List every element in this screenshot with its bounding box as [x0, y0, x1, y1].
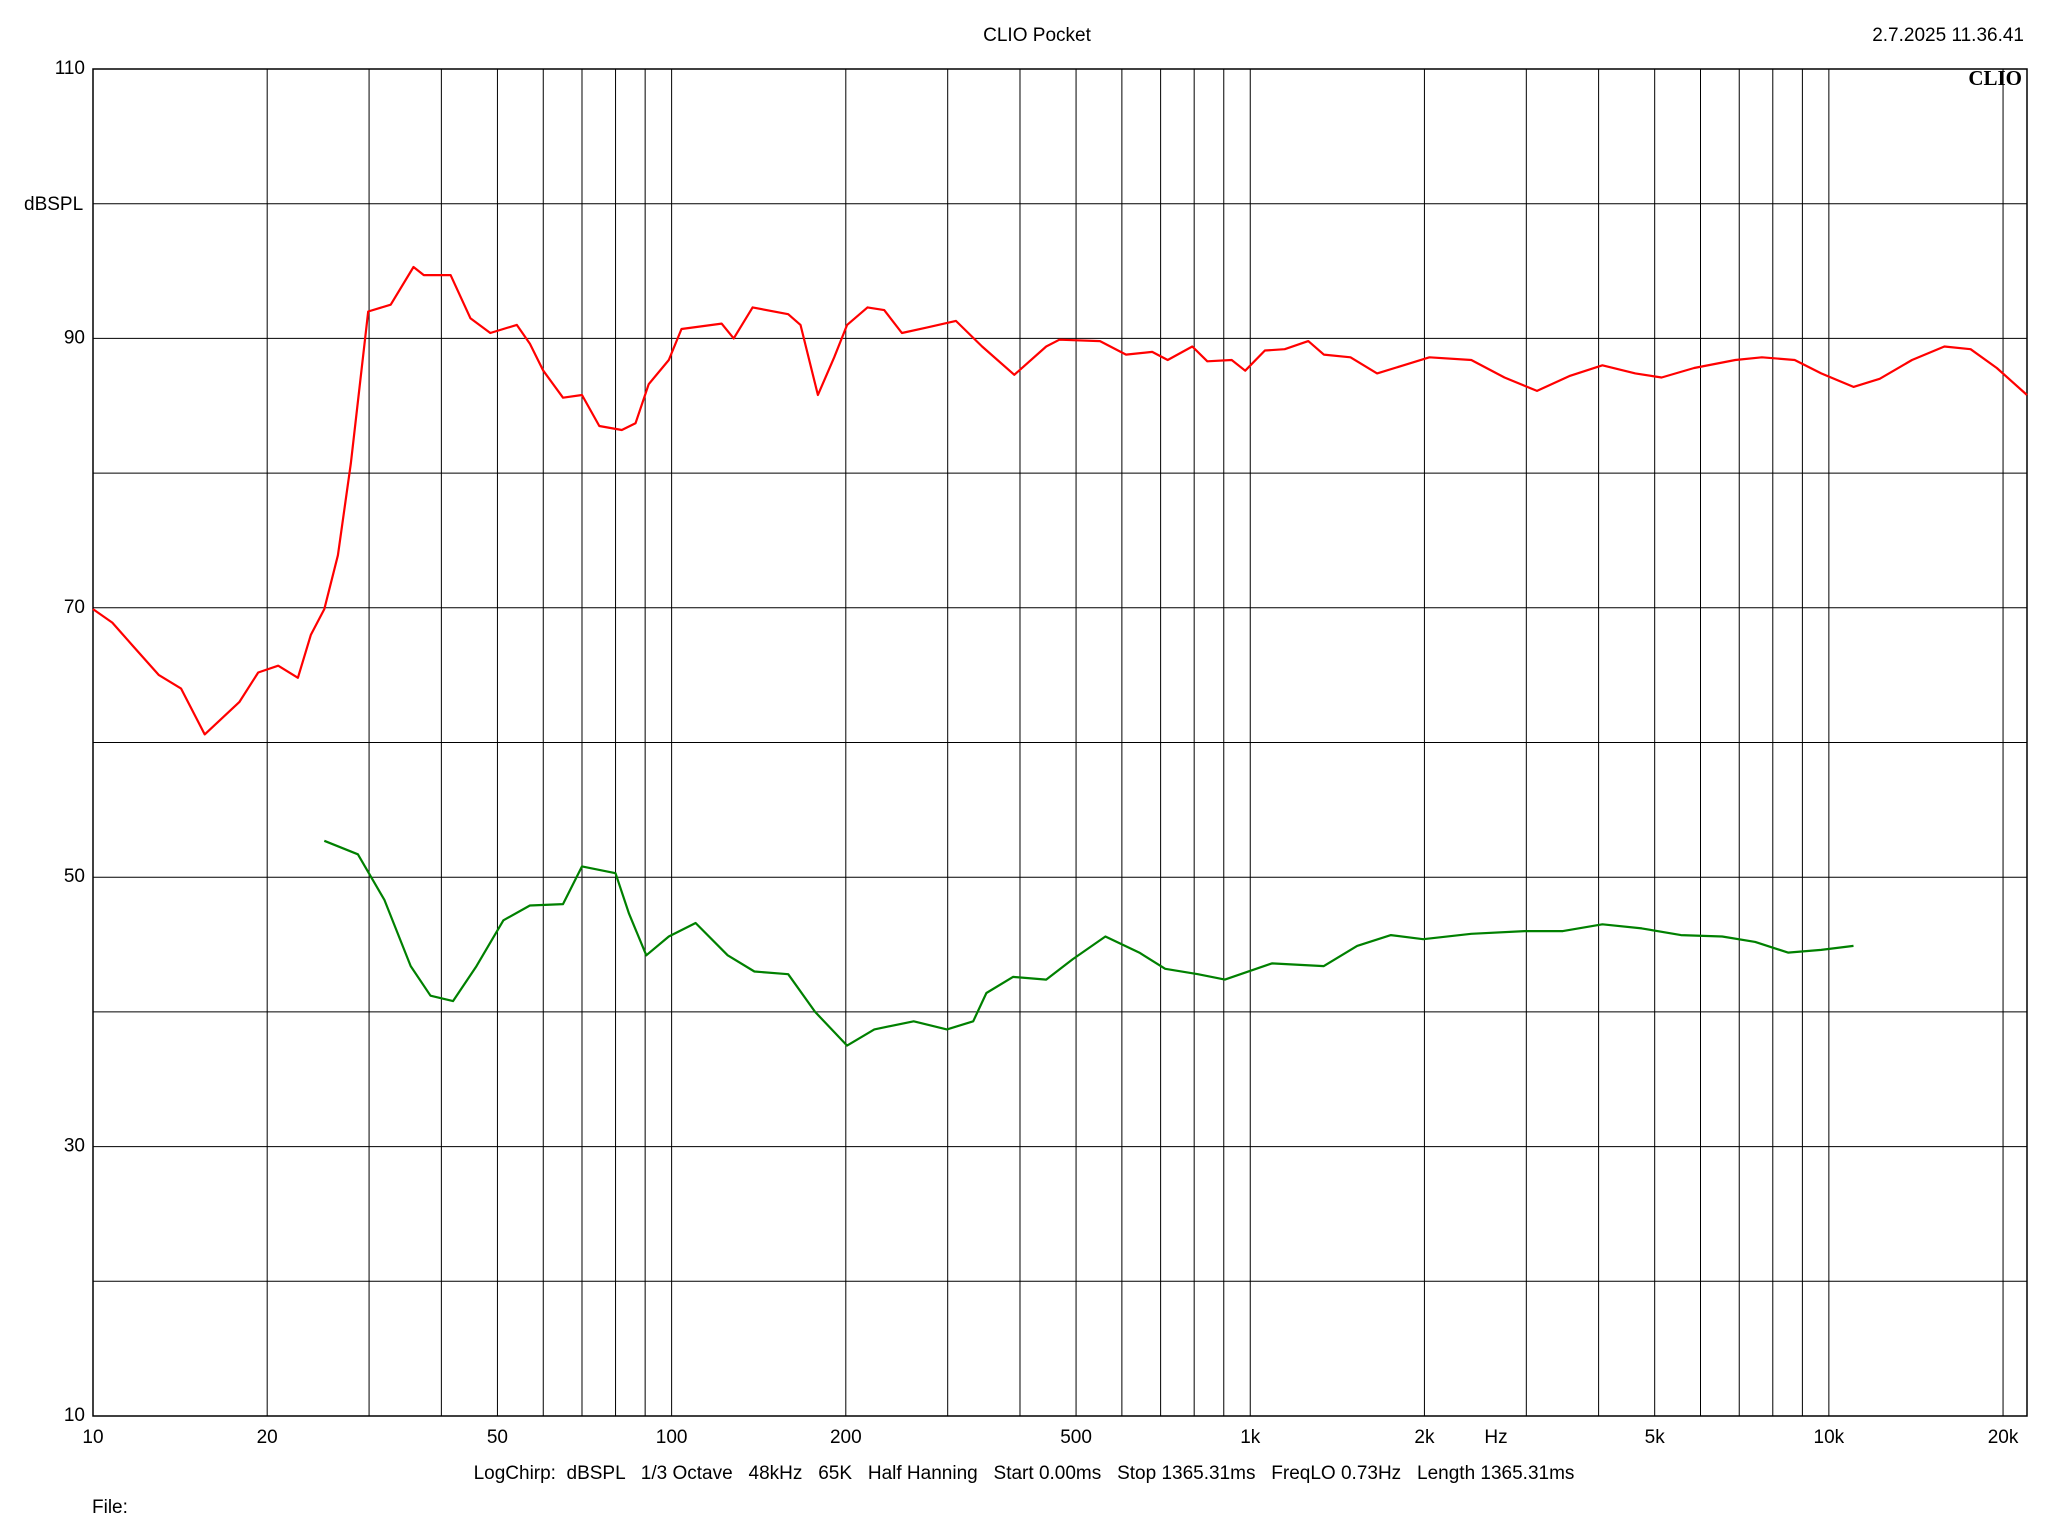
y-axis-label: dBSPL: [24, 194, 83, 215]
timestamp: 2.7.2025 11.36.41: [1872, 25, 2024, 46]
x-tick-label: 10k: [1814, 1427, 1845, 1448]
footer: LogChirp: dBSPL 1/3 Octave 48kHz 65K Hal…: [474, 1463, 1575, 1484]
file-label: File:: [92, 1497, 128, 1518]
x-tick-label: 20: [257, 1427, 278, 1448]
x-tick-label: 200: [830, 1427, 862, 1448]
plot-border: [92, 68, 2028, 1417]
x-tick-label: 100: [656, 1427, 688, 1448]
y-tick-label: 30: [64, 1136, 85, 1157]
y-tick-label: 90: [64, 327, 85, 348]
y-tick-label: 110: [55, 58, 85, 79]
x-tick-label: 5k: [1645, 1427, 1666, 1448]
y-tick-label: 50: [64, 866, 85, 887]
logo: CLIO: [1968, 66, 2022, 90]
x-tick-label: 500: [1060, 1427, 1092, 1448]
x-tick-label: 10: [82, 1427, 103, 1448]
x-axis-label: Hz: [1484, 1427, 1507, 1448]
x-tick-label: 1k: [1240, 1427, 1261, 1448]
x-tick-label: 20k: [1988, 1427, 2019, 1448]
chart-title: CLIO Pocket: [983, 25, 1091, 46]
x-tick-label: 2k: [1414, 1427, 1435, 1448]
y-tick-label: 70: [64, 597, 85, 618]
series-line: [92, 265, 2028, 736]
y-tick-label: 10: [64, 1405, 85, 1426]
series-line: [323, 839, 1854, 1047]
x-tick-label: 50: [487, 1427, 508, 1448]
